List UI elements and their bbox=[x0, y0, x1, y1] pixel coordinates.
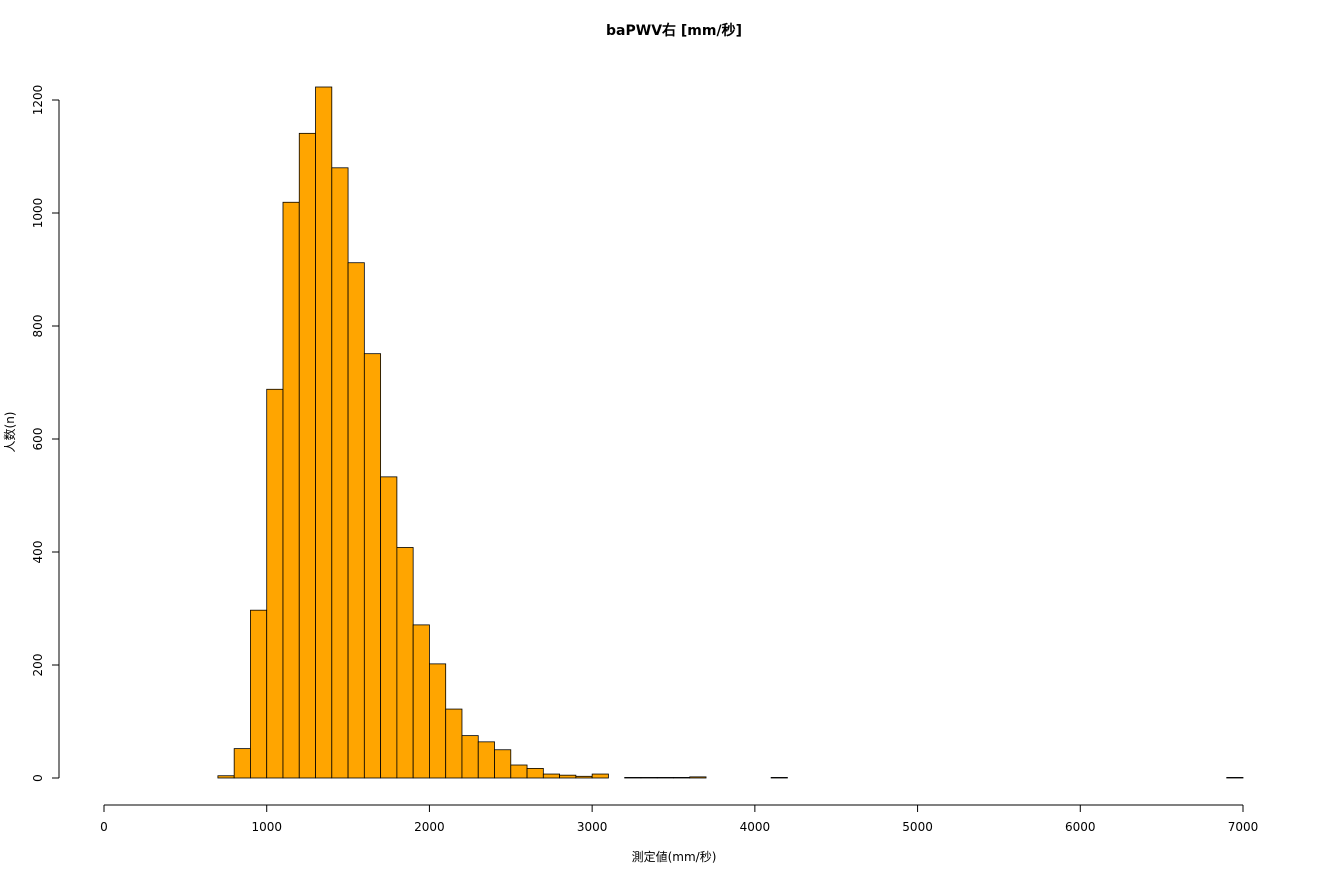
y-tick-label: 0 bbox=[31, 774, 45, 782]
bar bbox=[461, 735, 479, 779]
bar bbox=[559, 774, 577, 779]
bar bbox=[477, 741, 495, 779]
bar bbox=[542, 773, 560, 779]
bar bbox=[624, 777, 642, 779]
bar bbox=[347, 262, 365, 779]
bar bbox=[689, 776, 707, 779]
y-axis-label: 人数(n) bbox=[2, 412, 17, 453]
bar bbox=[266, 388, 284, 779]
bar bbox=[315, 86, 333, 779]
y-tick-label: 400 bbox=[31, 541, 45, 564]
x-tick-label: 3000 bbox=[577, 820, 608, 834]
bar bbox=[282, 201, 300, 779]
bar bbox=[429, 663, 447, 779]
x-tick-label: 4000 bbox=[740, 820, 771, 834]
bar bbox=[1226, 777, 1244, 779]
y-tick-label: 600 bbox=[31, 428, 45, 451]
x-tick-label: 7000 bbox=[1228, 820, 1259, 834]
bar bbox=[770, 777, 788, 779]
bar bbox=[445, 708, 463, 779]
y-tick-label: 800 bbox=[31, 315, 45, 338]
bar bbox=[298, 132, 316, 779]
bar bbox=[380, 476, 398, 779]
x-tick-label: 1000 bbox=[251, 820, 282, 834]
bar bbox=[363, 353, 382, 779]
bar bbox=[412, 624, 430, 779]
bar bbox=[217, 775, 235, 779]
y-tick-label: 1000 bbox=[31, 198, 45, 229]
y-tick-label: 1200 bbox=[31, 85, 45, 116]
bar bbox=[591, 773, 609, 779]
bar bbox=[250, 609, 268, 779]
bar bbox=[233, 748, 251, 779]
bar bbox=[494, 749, 512, 779]
x-tick-label: 2000 bbox=[414, 820, 445, 834]
x-tick-label: 5000 bbox=[902, 820, 933, 834]
bar bbox=[396, 547, 414, 779]
x-tick-label: 6000 bbox=[1065, 820, 1096, 834]
bar bbox=[331, 167, 349, 779]
bar bbox=[673, 777, 691, 779]
bar bbox=[510, 764, 528, 779]
x-tick-label: 0 bbox=[100, 820, 108, 834]
bar bbox=[656, 777, 674, 779]
x-axis-label: 測定値(mm/秒) bbox=[632, 849, 717, 864]
bar bbox=[526, 767, 544, 779]
bar bbox=[640, 777, 658, 779]
y-tick-label: 200 bbox=[31, 654, 45, 677]
chart-title: baPWV右 [mm/秒] bbox=[606, 22, 742, 39]
bar bbox=[575, 775, 593, 779]
